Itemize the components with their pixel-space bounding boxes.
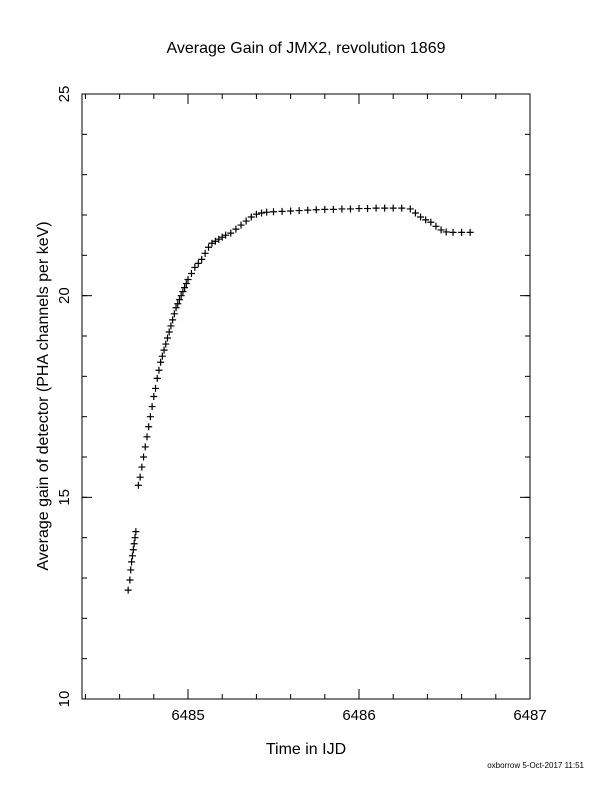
data-point xyxy=(329,205,337,213)
data-point xyxy=(205,243,213,251)
data-point xyxy=(417,213,425,221)
data-point xyxy=(128,558,136,566)
data-point xyxy=(160,346,168,354)
x-tick-label: 6486 xyxy=(342,707,375,724)
data-point xyxy=(466,228,474,236)
data-point xyxy=(304,206,312,214)
data-point xyxy=(181,284,189,292)
data-point xyxy=(143,433,151,441)
y-tick-label: 20 xyxy=(56,287,73,304)
data-point xyxy=(406,205,414,213)
data-point xyxy=(170,310,178,318)
plot-area xyxy=(81,93,531,700)
data-point xyxy=(187,269,195,277)
data-point xyxy=(129,546,137,554)
data-point xyxy=(146,413,154,421)
data-point xyxy=(237,221,245,229)
plot-frame xyxy=(81,93,531,700)
data-point xyxy=(128,552,136,560)
data-point xyxy=(194,259,202,267)
data-point xyxy=(355,205,363,213)
data-point xyxy=(222,231,230,239)
data-point xyxy=(175,296,183,304)
data-point xyxy=(131,534,139,542)
y-tick-label: 25 xyxy=(56,86,73,103)
data-point xyxy=(184,276,192,284)
data-point xyxy=(169,316,177,324)
data-point xyxy=(427,218,435,226)
data-point xyxy=(145,423,153,431)
x-axis-label: Time in IJD xyxy=(266,741,346,758)
data-point xyxy=(295,207,303,215)
data-point xyxy=(136,473,144,481)
y-tick-label: 15 xyxy=(56,489,73,506)
data-point xyxy=(242,217,250,225)
data-point xyxy=(278,207,286,215)
data-point xyxy=(141,443,149,451)
y-tick-label: 10 xyxy=(56,691,73,708)
data-point xyxy=(174,300,182,308)
data-point xyxy=(130,540,138,548)
data-point xyxy=(338,205,346,213)
data-point xyxy=(140,453,148,461)
data-point xyxy=(167,322,175,330)
data-point xyxy=(232,225,240,233)
data-point xyxy=(132,528,140,536)
data-point xyxy=(270,208,278,216)
data-point xyxy=(157,358,165,366)
data-point xyxy=(162,340,170,348)
data-point xyxy=(252,210,260,218)
data-point xyxy=(153,374,161,382)
data-point xyxy=(138,463,146,471)
data-point xyxy=(177,292,185,300)
data-point xyxy=(442,228,450,236)
data-point xyxy=(172,304,180,312)
data-point xyxy=(150,393,158,400)
data-point xyxy=(258,209,266,217)
data-point xyxy=(398,204,406,212)
data-point xyxy=(381,204,389,212)
data-point xyxy=(155,366,163,374)
data-point xyxy=(422,216,430,224)
x-tick-label: 6485 xyxy=(171,707,204,724)
data-point xyxy=(432,222,440,230)
data-point xyxy=(182,280,190,288)
data-point xyxy=(127,566,135,574)
data-point xyxy=(364,205,372,213)
axis-ticks xyxy=(82,93,531,700)
axis-tick-labels: 6485 6486 6487 10 15 20 25 xyxy=(56,86,547,724)
data-point xyxy=(372,204,380,212)
data-point xyxy=(152,384,160,392)
x-tick-label: 6487 xyxy=(513,707,546,724)
data-point xyxy=(449,228,457,236)
data-point xyxy=(191,263,199,271)
chart-title: Average Gain of JMX2, revolution 1869 xyxy=(167,40,446,57)
data-point xyxy=(263,208,271,216)
data-point xyxy=(247,213,255,221)
data-point xyxy=(134,481,142,489)
data-point xyxy=(346,205,354,213)
data-point xyxy=(179,288,187,296)
data-point xyxy=(389,204,397,212)
data-point xyxy=(148,403,156,411)
data-point xyxy=(163,334,171,342)
data-point xyxy=(321,205,329,213)
data-point xyxy=(287,207,295,215)
data-point xyxy=(458,228,466,236)
data-point xyxy=(158,352,166,360)
y-axis-label: Average gain of detector (PHA channels p… xyxy=(35,221,52,570)
data-point xyxy=(124,586,132,594)
data-point xyxy=(312,206,320,214)
data-point xyxy=(411,209,419,217)
data-point xyxy=(165,328,173,336)
data-point xyxy=(227,229,235,237)
data-point xyxy=(437,226,445,234)
data-points xyxy=(124,204,474,594)
data-point xyxy=(201,249,209,257)
data-point xyxy=(126,576,134,584)
footer-stamp: oxborrow 5-Oct-2017 11:51 xyxy=(487,761,584,770)
data-point xyxy=(198,255,206,263)
